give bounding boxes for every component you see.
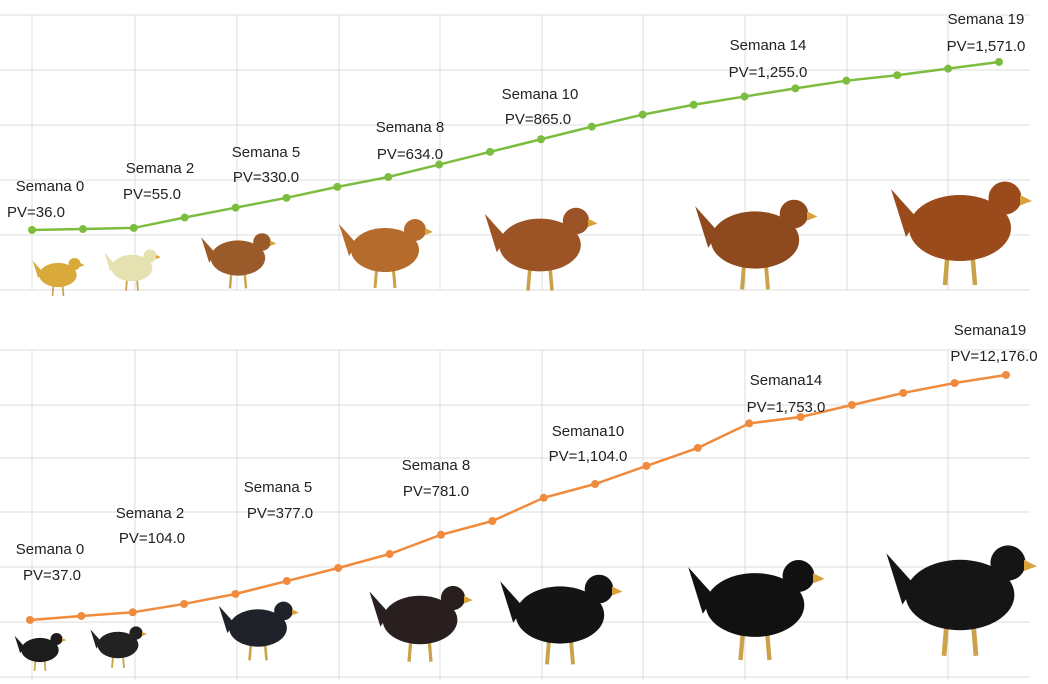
bird-beak xyxy=(612,586,622,595)
bird-beak xyxy=(292,609,299,615)
bird-head xyxy=(68,258,80,270)
data-point xyxy=(642,462,650,470)
data-point xyxy=(28,226,36,234)
annotation-weight: PV=634.0 xyxy=(377,146,443,163)
data-point xyxy=(283,577,291,585)
bird-head xyxy=(404,219,426,241)
data-point xyxy=(26,616,34,624)
annotation-week: Semana 5 xyxy=(244,479,312,496)
bird-beak xyxy=(807,211,817,220)
annotation-week: Semana14 xyxy=(750,372,823,389)
data-point xyxy=(842,77,850,85)
bird-beak xyxy=(588,219,598,227)
bird-head xyxy=(441,586,465,610)
data-point xyxy=(180,600,188,608)
bird-beak xyxy=(1020,195,1032,206)
data-point xyxy=(741,93,749,101)
bird-beak xyxy=(813,573,825,583)
bird-beak xyxy=(80,263,84,267)
annotation-weight: PV=1,104.0 xyxy=(549,448,628,465)
data-point xyxy=(129,608,137,616)
annotation-week: Semana 2 xyxy=(126,160,194,177)
data-point xyxy=(181,214,189,222)
data-point xyxy=(1002,371,1010,379)
bird-beak xyxy=(425,228,433,235)
annotation-weight: PV=12,176.0 xyxy=(950,348,1037,365)
data-point xyxy=(588,123,596,131)
annotation-weight: PV=330.0 xyxy=(233,169,299,186)
data-point xyxy=(848,401,856,409)
bird-beak xyxy=(62,638,66,642)
photos xyxy=(33,182,1032,296)
data-point xyxy=(231,590,239,598)
annotation-weight: PV=55.0 xyxy=(123,186,181,203)
data-point xyxy=(333,183,341,191)
photos xyxy=(15,545,1037,671)
annotation-week: Semana19 xyxy=(954,322,1027,339)
annotation-weight: PV=37.0 xyxy=(23,567,81,584)
data-point xyxy=(386,550,394,558)
bird-head xyxy=(783,560,815,592)
annotation-weight: PV=104.0 xyxy=(119,530,185,547)
bird-head xyxy=(143,249,156,262)
bird-beak xyxy=(156,255,161,259)
annotation-weight: PV=36.0 xyxy=(7,204,65,221)
annotation-week: Semana 8 xyxy=(402,457,470,474)
bird-beak xyxy=(464,596,473,604)
data-point xyxy=(537,135,545,143)
data-point xyxy=(893,71,901,79)
data-point xyxy=(486,148,494,156)
data-point xyxy=(79,225,87,233)
annotation-week: Semana 0 xyxy=(16,541,84,558)
series-line xyxy=(30,375,1006,620)
annotation-week: Semana 10 xyxy=(502,86,579,103)
bird-head xyxy=(780,200,809,229)
bird-head xyxy=(50,633,62,645)
bird-beak xyxy=(1024,560,1037,571)
annotation-week: Semana10 xyxy=(552,423,625,440)
annotation-weight: PV=377.0 xyxy=(247,505,313,522)
data-point xyxy=(591,480,599,488)
data-point xyxy=(951,379,959,387)
data-point xyxy=(690,101,698,109)
bird-head xyxy=(990,545,1025,580)
bird-head xyxy=(274,602,293,621)
annotation-week: Semana 8 xyxy=(376,119,444,136)
data-point xyxy=(77,612,85,620)
data-point xyxy=(694,444,702,452)
data-point xyxy=(488,517,496,525)
data-point xyxy=(437,531,445,539)
annotation-weight: PV=1,255.0 xyxy=(729,64,808,81)
annotation-week: Semana 0 xyxy=(16,178,84,195)
annotation-weight: PV=1,571.0 xyxy=(947,38,1026,55)
data-point xyxy=(334,564,342,572)
data-point xyxy=(899,389,907,397)
data-point xyxy=(282,194,290,202)
annotation-week: Semana 2 xyxy=(116,505,184,522)
annotation-week: Semana 5 xyxy=(232,144,300,161)
annotation-week: Semana 19 xyxy=(948,11,1025,28)
bird-beak xyxy=(142,632,147,636)
bird-head xyxy=(989,182,1022,215)
data-point xyxy=(639,111,647,119)
bird-head xyxy=(585,575,614,604)
bird-beak xyxy=(270,240,276,246)
annotation-weight: PV=1,753.0 xyxy=(747,399,826,416)
bird-head xyxy=(253,233,271,251)
data-point xyxy=(232,204,240,212)
annotation-weight: PV=865.0 xyxy=(505,111,571,128)
data-point xyxy=(944,65,952,73)
data-point xyxy=(540,494,548,502)
data-point xyxy=(995,58,1003,66)
bird-head xyxy=(129,626,142,639)
data-point xyxy=(384,173,392,181)
annotation-weight: PV=781.0 xyxy=(403,483,469,500)
annotation-week: Semana 14 xyxy=(730,37,807,54)
chart: Semana 0 PV=36.0 Semana 2 PV=55.0 Semana 5 PV… xyxy=(0,0,1048,684)
data-point xyxy=(745,419,753,427)
data-point xyxy=(791,84,799,92)
data-point xyxy=(130,224,138,232)
bird-head xyxy=(563,208,589,234)
